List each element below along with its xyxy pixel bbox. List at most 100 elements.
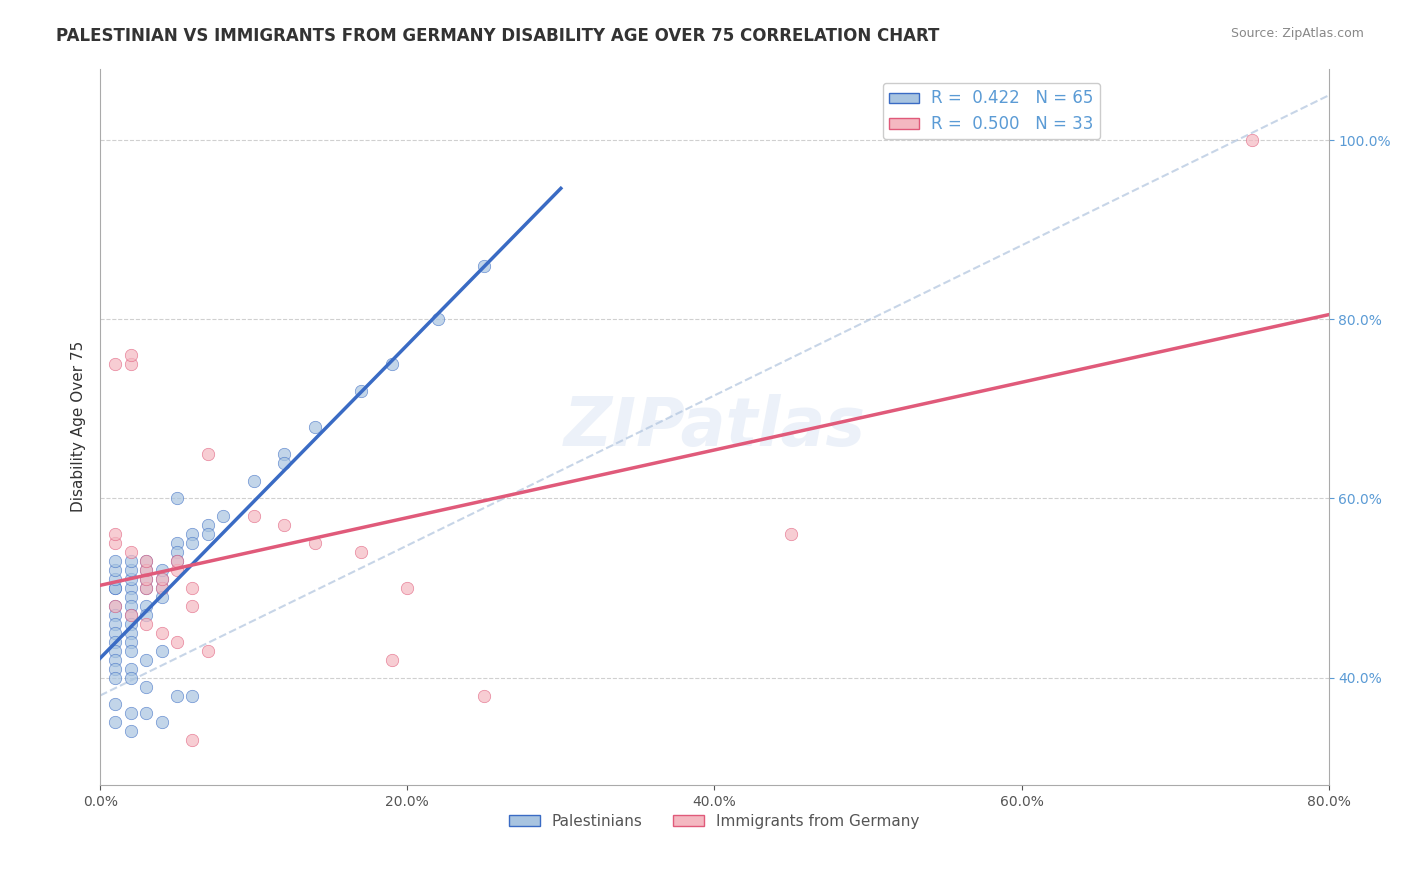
Point	[104, 662, 127, 676]
Point	[273, 456, 295, 470]
Point	[120, 662, 142, 676]
Point	[135, 572, 157, 586]
Point	[166, 634, 188, 648]
Point	[166, 491, 188, 506]
Point	[150, 715, 173, 730]
Point	[273, 518, 295, 533]
Point	[181, 527, 204, 541]
Point	[166, 563, 188, 577]
Point	[150, 581, 173, 595]
Point	[1240, 133, 1263, 147]
Point	[135, 616, 157, 631]
Point	[104, 644, 127, 658]
Point	[135, 581, 157, 595]
Point	[104, 625, 127, 640]
Point	[104, 599, 127, 613]
Point	[181, 581, 204, 595]
Point	[350, 384, 373, 398]
Point	[104, 563, 127, 577]
Point	[120, 554, 142, 568]
Point	[242, 509, 264, 524]
Point	[120, 581, 142, 595]
Point	[197, 447, 219, 461]
Point	[120, 357, 142, 371]
Point	[104, 572, 127, 586]
Point	[120, 616, 142, 631]
Point	[135, 572, 157, 586]
Point	[120, 625, 142, 640]
Point	[104, 616, 127, 631]
Point	[104, 536, 127, 550]
Point	[150, 644, 173, 658]
Point	[120, 563, 142, 577]
Point	[120, 607, 142, 622]
Point	[273, 447, 295, 461]
Point	[120, 706, 142, 721]
Point	[166, 554, 188, 568]
Point	[104, 698, 127, 712]
Point	[472, 689, 495, 703]
Point	[104, 715, 127, 730]
Point	[780, 527, 803, 541]
Point	[104, 653, 127, 667]
Point	[135, 706, 157, 721]
Legend: Palestinians, Immigrants from Germany: Palestinians, Immigrants from Germany	[503, 807, 925, 835]
Point	[135, 680, 157, 694]
Point	[120, 634, 142, 648]
Point	[166, 689, 188, 703]
Point	[120, 644, 142, 658]
Point	[181, 536, 204, 550]
Point	[166, 536, 188, 550]
Point	[120, 545, 142, 559]
Point	[197, 644, 219, 658]
Point	[104, 527, 127, 541]
Point	[150, 581, 173, 595]
Point	[396, 581, 419, 595]
Point	[304, 536, 326, 550]
Point	[104, 599, 127, 613]
Point	[135, 599, 157, 613]
Point	[135, 653, 157, 667]
Point	[120, 590, 142, 604]
Point	[381, 357, 404, 371]
Point	[104, 357, 127, 371]
Point	[135, 554, 157, 568]
Point	[150, 625, 173, 640]
Point	[120, 724, 142, 739]
Point	[150, 572, 173, 586]
Point	[150, 572, 173, 586]
Point	[166, 554, 188, 568]
Point	[150, 563, 173, 577]
Point	[181, 599, 204, 613]
Point	[104, 634, 127, 648]
Point	[350, 545, 373, 559]
Point	[381, 653, 404, 667]
Text: PALESTINIAN VS IMMIGRANTS FROM GERMANY DISABILITY AGE OVER 75 CORRELATION CHART: PALESTINIAN VS IMMIGRANTS FROM GERMANY D…	[56, 27, 939, 45]
Point	[104, 607, 127, 622]
Point	[135, 607, 157, 622]
Point	[135, 581, 157, 595]
Text: Source: ZipAtlas.com: Source: ZipAtlas.com	[1230, 27, 1364, 40]
Point	[181, 689, 204, 703]
Point	[197, 527, 219, 541]
Point	[120, 671, 142, 685]
Point	[304, 419, 326, 434]
Point	[212, 509, 235, 524]
Point	[120, 348, 142, 362]
Point	[181, 733, 204, 747]
Point	[120, 607, 142, 622]
Point	[197, 518, 219, 533]
Point	[427, 312, 450, 326]
Point	[104, 581, 127, 595]
Point	[150, 590, 173, 604]
Point	[104, 581, 127, 595]
Text: ZIPatlas: ZIPatlas	[564, 393, 865, 459]
Y-axis label: Disability Age Over 75: Disability Age Over 75	[72, 341, 86, 512]
Point	[120, 599, 142, 613]
Point	[135, 563, 157, 577]
Point	[166, 545, 188, 559]
Point	[120, 572, 142, 586]
Point	[104, 554, 127, 568]
Point	[104, 671, 127, 685]
Point	[135, 554, 157, 568]
